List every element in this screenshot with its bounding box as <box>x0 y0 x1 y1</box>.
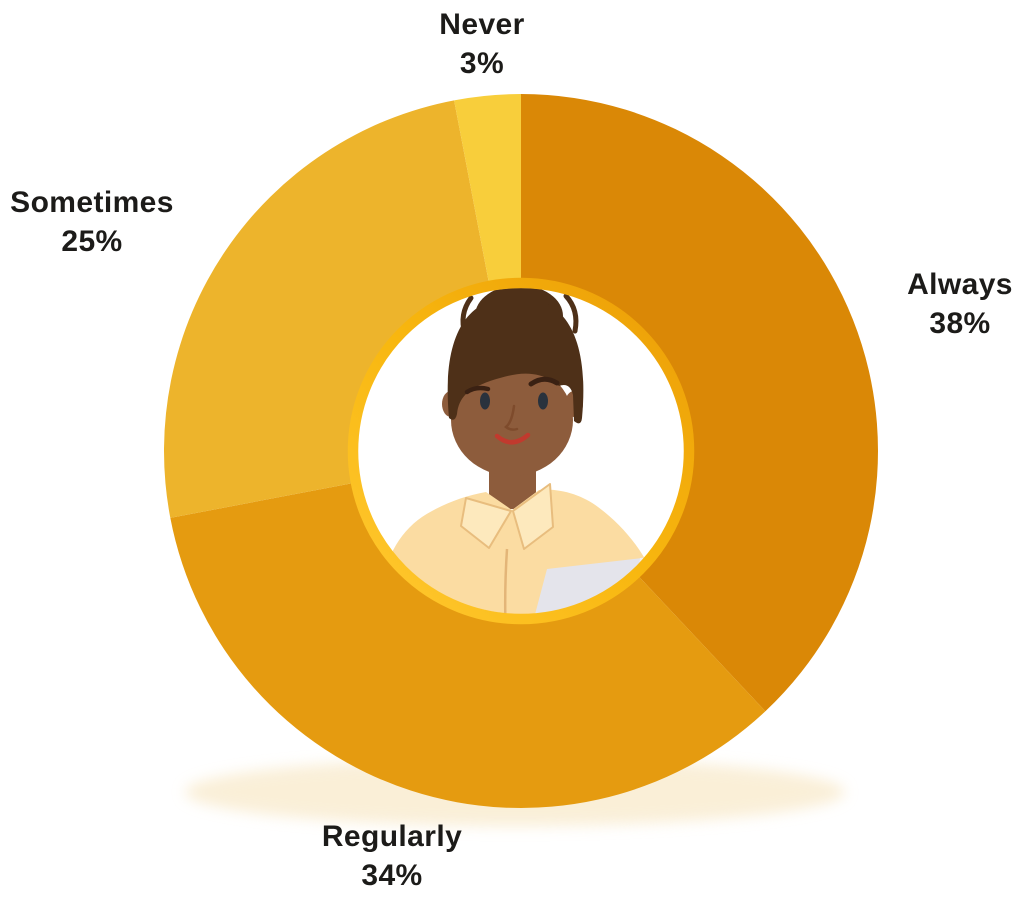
segment-name: Regularly <box>321 820 463 853</box>
avatar-nose <box>504 404 519 431</box>
segment-name: Never <box>439 8 525 41</box>
segment-percent: 38% <box>929 307 991 340</box>
donut-segment-never <box>454 94 521 286</box>
avatar-collar-right <box>512 483 554 550</box>
avatar-right-eyebrow <box>528 376 560 387</box>
avatar-left-eyebrow <box>464 385 491 395</box>
donut-segment-regularly <box>170 482 766 808</box>
segment-percent: 25% <box>61 225 123 258</box>
segment-percent: 34% <box>361 859 423 892</box>
avatar-bun-strand-right <box>563 293 579 334</box>
segment-percent: 3% <box>459 47 505 80</box>
segment-label-sometimes: Sometimes 25% <box>10 183 174 261</box>
segment-label-always: Always 38% <box>907 265 1013 343</box>
donut-ring <box>163 94 878 808</box>
donut-segment-sometimes <box>163 100 490 518</box>
avatar-hair <box>447 296 584 424</box>
avatar-left-eye <box>480 392 490 410</box>
avatar-shirt-placket <box>503 548 509 614</box>
avatar-right-eye <box>538 392 548 410</box>
avatar-mouth <box>494 432 531 445</box>
segment-name: Always <box>907 268 1013 301</box>
hole-rim-ring <box>347 277 695 625</box>
segment-name: Sometimes <box>10 186 174 219</box>
avatar-collar-left <box>460 497 512 549</box>
segment-label-never: Never 3% <box>439 5 524 83</box>
donut-segment-always <box>521 94 878 712</box>
segment-label-regularly: Regularly 34% <box>322 817 462 895</box>
